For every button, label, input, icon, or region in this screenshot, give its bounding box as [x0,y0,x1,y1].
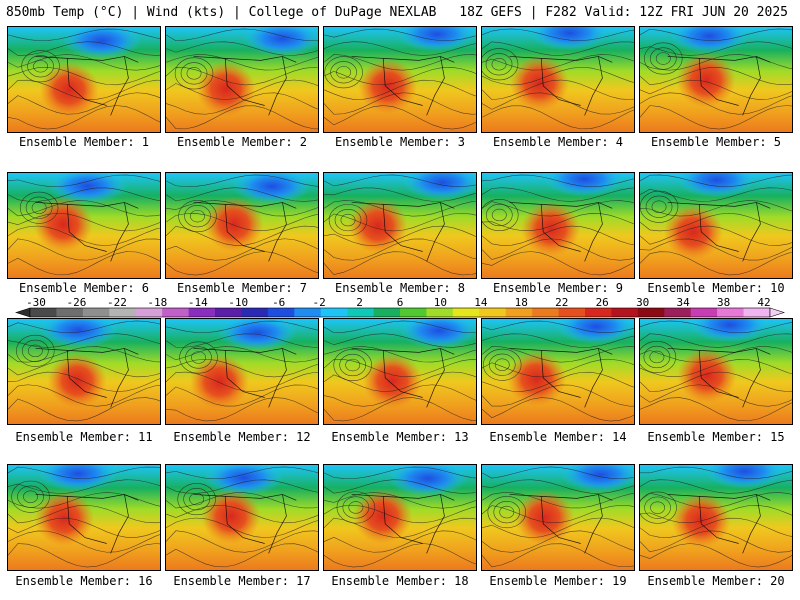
colorbar-bin [82,308,110,317]
member-map-1 [7,26,161,133]
colorbar-tick-label: 6 [397,296,404,309]
colorbar-bin [532,308,559,317]
member-map-11 [7,318,161,425]
colorbar-bin [267,308,295,317]
member-map-3 [323,26,477,133]
colorbar-bin [611,308,639,317]
member-map-2 [165,26,319,133]
colorbar-bin [690,308,718,317]
member-map-15 [639,318,793,425]
colorbar-tick-label: 38 [717,296,730,309]
colorbar-bin [373,308,401,317]
colorbar-tick-label: -18 [147,296,167,309]
member-map-8 [323,172,477,279]
colorbar-tick-label: -22 [107,296,127,309]
colorbar-tick-label: 14 [474,296,488,309]
member-label-17: Ensemble Member: 17 [173,574,311,588]
colorbar-bin [558,308,586,317]
member-label-7: Ensemble Member: 7 [176,281,308,295]
colorbar-bin [56,308,84,317]
colorbar-tick-label: -14 [188,296,208,309]
member-map-12 [165,318,319,425]
temperature-colorbar: -30 -26 -22 -18 -14 -10 -6 -2 2 6 10 14 18 22 26 30 34 38… [15,296,785,318]
colorbar-bin [109,308,137,317]
member-map-10 [639,172,793,279]
member-label-11: Ensemble Member: 11 [15,430,153,444]
member-label-12: Ensemble Member: 12 [173,430,311,444]
member-label-13: Ensemble Member: 13 [331,430,469,444]
member-map-17 [165,464,319,571]
colorbar-right-arrow [769,307,785,318]
colorbar-bin [188,308,216,317]
member-label-18: Ensemble Member: 18 [331,574,469,588]
colorbar-bin [637,308,665,317]
colorbar-tick-label: -10 [228,296,248,309]
colorbar-tick-label: 22 [555,296,568,309]
colorbar-bin [320,308,348,317]
header-run-info: 18Z GEFS | F282 Valid: 12Z FRI JUN 20 20… [459,5,788,20]
member-map-20 [639,464,793,571]
colorbar-bin [347,308,374,317]
member-label-20: Ensemble Member: 20 [647,574,785,588]
member-map-18 [323,464,477,571]
member-map-16 [7,464,161,571]
colorbar-bin [30,308,57,317]
colorbar-bin [717,308,744,317]
header-title: 850mb Temp (°C) | Wind (kts) | College o… [6,5,437,20]
colorbar-bin [294,308,322,317]
colorbar-bin [743,308,771,317]
member-label-9: Ensemble Member: 9 [492,281,624,295]
member-map-6 [7,172,161,279]
colorbar-tick-label: 42 [757,296,770,309]
member-label-14: Ensemble Member: 14 [489,430,627,444]
member-label-4: Ensemble Member: 4 [492,135,624,149]
member-map-7 [165,172,319,279]
colorbar-tick-label: -30 [26,296,46,309]
colorbar-bin [452,308,480,317]
member-label-19: Ensemble Member: 19 [489,574,627,588]
colorbar-tick-label: 30 [636,296,649,309]
colorbar-bin [135,308,163,317]
colorbar-bin [585,308,612,317]
colorbar-bin [479,308,507,317]
member-label-5: Ensemble Member: 5 [650,135,782,149]
member-map-5 [639,26,793,133]
colorbar-bin [426,308,454,317]
member-label-10: Ensemble Member: 10 [647,281,785,295]
colorbar-bin [162,308,189,317]
member-label-6: Ensemble Member: 6 [18,281,150,295]
colorbar-bin [241,308,269,317]
colorbar-tick-label: 18 [515,296,528,309]
member-label-1: Ensemble Member: 1 [18,135,150,149]
member-label-15: Ensemble Member: 15 [647,430,785,444]
colorbar-tick-label: -2 [312,296,325,309]
colorbar-bin [505,308,533,317]
colorbar-tick-label: 10 [434,296,447,309]
colorbar-bin [400,308,427,317]
member-map-4 [481,26,635,133]
colorbar-bin [215,308,242,317]
colorbar-tick-label: 26 [596,296,609,309]
colorbar-tick-label: -26 [66,296,86,309]
member-label-8: Ensemble Member: 8 [334,281,466,295]
member-label-2: Ensemble Member: 2 [176,135,308,149]
member-label-3: Ensemble Member: 3 [334,135,466,149]
member-map-9 [481,172,635,279]
colorbar-bin [664,308,692,317]
member-map-13 [323,318,477,425]
colorbar-tick-label: 34 [676,296,690,309]
colorbar-left-arrow [15,307,31,318]
member-map-19 [481,464,635,571]
colorbar-tick-label: 2 [356,296,363,309]
member-label-16: Ensemble Member: 16 [15,574,153,588]
member-map-14 [481,318,635,425]
colorbar-tick-label: -6 [272,296,285,309]
